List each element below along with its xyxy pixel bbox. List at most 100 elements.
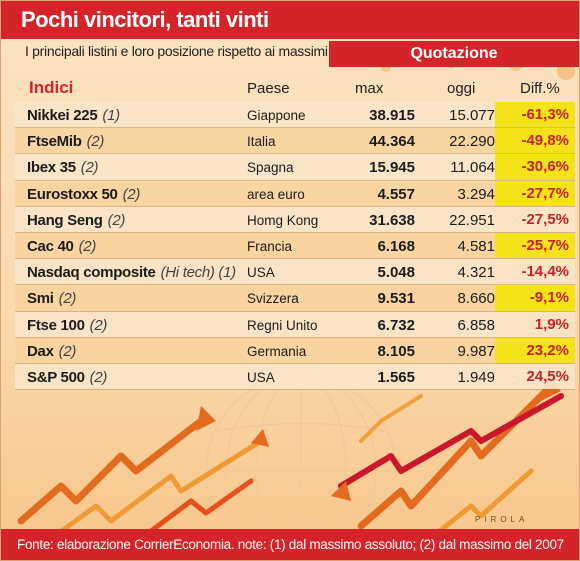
cell-index-name: Smi (2) <box>27 290 76 307</box>
cell-today: 22.290 <box>449 133 495 151</box>
cell-index-name: Ibex 35 (2) <box>27 159 99 177</box>
chart-title: Pochi vincitori, tanti vinti <box>21 7 269 32</box>
row-band <box>15 206 575 232</box>
table-body: Nikkei 225 (1) Giappone 38.915 15.077 -61,3% F… <box>15 102 575 391</box>
cell-diff: -9,1% <box>495 285 575 311</box>
index-note: (2) <box>107 211 126 229</box>
cell-country: USA <box>247 369 275 385</box>
index-note: (2) <box>89 316 108 334</box>
table-row: S&P 500 (2) USA 1.565 1.949 24,5% <box>15 363 575 391</box>
index-name: Ibex 35 <box>27 159 76 177</box>
index-note: (2) <box>86 133 105 151</box>
index-note: (2) <box>58 290 77 308</box>
index-name: Cac 40 <box>27 237 74 255</box>
row-band <box>15 285 575 311</box>
footer-bar: Fonte: elaborazione CorrierEconomia. not… <box>1 529 579 560</box>
index-name: S&P 500 <box>27 368 85 386</box>
table-header: Indici Paese max oggi Diff.% <box>15 75 575 101</box>
cell-country: Italia <box>247 134 276 150</box>
cell-today: 1.949 <box>457 368 495 386</box>
row-band <box>15 363 575 390</box>
cell-today: 4.321 <box>457 264 495 282</box>
cell-max: 9.531 <box>377 290 415 308</box>
cell-index-name: Eurostoxx 50 (2) <box>27 186 140 203</box>
cell-today: 15.077 <box>449 107 495 124</box>
cell-today: 6.858 <box>457 316 495 334</box>
table-row: Nasdaq composite (Hi tech) (1) USA 5.048 4.3… <box>15 259 575 286</box>
column-header-diff: Diff.% <box>520 80 560 97</box>
index-note: (2) <box>78 237 97 255</box>
index-note: (2) <box>80 159 99 177</box>
cell-country: Germania <box>247 343 307 359</box>
table-row: Nikkei 225 (1) Giappone 38.915 15.077 -61,3% <box>15 102 575 129</box>
row-band <box>15 232 575 259</box>
table-row: Dax (2) Germania 8.105 9.987 23,2% <box>15 337 575 364</box>
row-band <box>15 311 575 337</box>
cell-country: USA <box>247 265 275 281</box>
index-name: Hang Seng <box>27 211 103 229</box>
cell-country: Spagna <box>247 160 294 176</box>
index-note: (2) <box>58 342 77 360</box>
cell-index-name: Nasdaq composite (Hi tech) (1) <box>27 264 236 281</box>
cell-max: 4.557 <box>377 185 415 203</box>
row-band <box>15 259 575 285</box>
index-name: Eurostoxx 50 <box>27 185 118 203</box>
table-row: Ftse 100 (2) Regni Unito 6.732 6.858 1,9% <box>15 311 575 338</box>
cell-country: Regni Unito <box>247 317 318 333</box>
cell-max: 15.945 <box>369 159 415 177</box>
table-row: Smi (2) Svizzera 9.531 8.660 -9,1% <box>15 285 575 312</box>
cell-index-name: Nikkei 225 (1) <box>27 107 120 124</box>
cell-country: Giappone <box>247 108 306 123</box>
cell-index-name: Hang Seng (2) <box>27 212 125 229</box>
row-band <box>15 337 575 363</box>
cell-diff: -61,3% <box>495 102 575 128</box>
cell-diff: 1,9% <box>534 315 569 333</box>
table-row: Cac 40 (2) Francia 6.168 4.581 -25,7% <box>15 232 575 260</box>
cell-diff: -14,4% <box>521 263 569 281</box>
source-note: Fonte: elaborazione CorrierEconomia. not… <box>17 537 564 552</box>
cell-country: Svizzera <box>247 291 299 307</box>
table-row: Hang Seng (2) Homg Kong 31.638 22.951 -27,5% <box>15 206 575 233</box>
cell-diff: 24,5% <box>526 367 569 385</box>
index-name: Ftse 100 <box>27 316 85 334</box>
cell-diff: 23,2% <box>495 337 575 363</box>
cell-index-name: FtseMib (2) <box>27 133 104 150</box>
cell-max: 1.565 <box>377 368 415 386</box>
cell-country: Francia <box>247 238 293 254</box>
cell-country: Homg Kong <box>247 212 319 228</box>
cell-today: 8.660 <box>457 290 495 308</box>
cell-index-name: Cac 40 (2) <box>27 238 96 255</box>
index-note: (2) <box>89 368 108 386</box>
cell-max: 8.105 <box>377 342 415 360</box>
cell-today: 3.294 <box>457 185 495 203</box>
cell-diff: -49,8% <box>495 128 575 154</box>
cell-max: 6.168 <box>377 237 415 255</box>
row-band <box>15 180 575 206</box>
index-name: Smi <box>27 290 54 308</box>
cell-index-name: Dax (2) <box>27 343 76 360</box>
cell-index-name: S&P 500 (2) <box>27 369 107 386</box>
row-band <box>15 154 575 180</box>
column-header-max: max <box>355 80 384 97</box>
quotazione-group-header: Quotazione <box>329 41 579 67</box>
cell-today: 11.064 <box>450 159 495 177</box>
table-row: FtseMib (2) Italia 44.364 22.290 -49,8% <box>15 128 575 155</box>
cell-country: area euro <box>247 186 305 202</box>
title-bar: Pochi vincitori, tanti vinti <box>1 1 579 39</box>
row-band <box>15 102 575 128</box>
index-note: (2) <box>122 185 141 203</box>
cell-today: 22.951 <box>449 211 495 229</box>
index-note: (1) <box>102 107 120 124</box>
cell-index-name: Ftse 100 (2) <box>27 317 107 334</box>
cell-diff: -27,5% <box>521 210 569 228</box>
index-note: (Hi tech) (1) <box>160 264 237 282</box>
table-row: Ibex 35 (2) Spagna 15.945 11.064 -30,6% <box>15 154 575 181</box>
index-name: FtseMib <box>27 133 82 151</box>
cell-max: 6.732 <box>377 316 415 334</box>
row-band <box>15 128 575 154</box>
cell-today: 4.581 <box>457 237 495 255</box>
cell-diff: -27,7% <box>495 180 575 206</box>
table-row: Eurostoxx 50 (2) area euro 4.557 3.294 -27,7% <box>15 180 575 207</box>
index-name: Nikkei 225 <box>27 107 98 124</box>
index-name: Dax <box>27 342 54 360</box>
